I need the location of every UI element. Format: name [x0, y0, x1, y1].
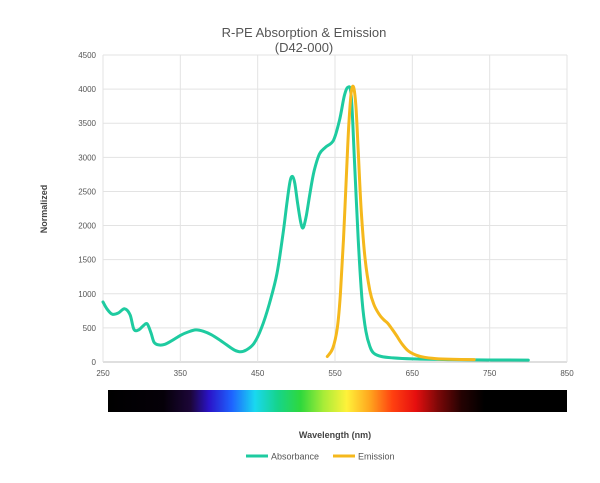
y-axis-label: Normalized [39, 185, 49, 234]
series-layer [101, 84, 530, 362]
legend: Absorbance Emission [246, 452, 395, 462]
x-axis-ticks: 250 350 450 550 650 750 850 [96, 369, 574, 378]
y-tick-label: 2000 [78, 222, 96, 231]
x-tick-label: 450 [251, 369, 265, 378]
legend-absorbance-label: Absorbance [271, 452, 319, 462]
series-line-absorbance [101, 85, 530, 362]
legend-emission-label: Emission [358, 452, 395, 462]
x-tick-label: 550 [328, 369, 342, 378]
chart-subtitle: (D42-000) [275, 40, 334, 55]
y-tick-label: 1500 [78, 256, 96, 265]
y-tick-label: 4000 [78, 85, 96, 94]
x-tick-label: 750 [483, 369, 497, 378]
y-axis-ticks: 0 500 1000 1500 2000 2500 3000 3500 4000 4500 [78, 51, 96, 367]
grid-lines [102, 54, 568, 363]
y-tick-label: 0 [92, 358, 97, 367]
y-tick-label: 3500 [78, 119, 96, 128]
chart-title: R-PE Absorption & Emission [222, 25, 387, 40]
x-tick-label: 250 [96, 369, 110, 378]
y-tick-label: 1000 [78, 290, 96, 299]
x-tick-label: 350 [174, 369, 188, 378]
y-tick-label: 3000 [78, 153, 96, 162]
y-tick-label: 500 [83, 324, 97, 333]
x-axis-label: Wavelength (nm) [299, 430, 371, 440]
x-tick-label: 650 [406, 369, 420, 378]
y-tick-label: 2500 [78, 187, 96, 196]
y-tick-label: 4500 [78, 51, 96, 60]
x-tick-label: 850 [560, 369, 574, 378]
spectrum-bar [108, 390, 567, 412]
series-line-emission [325, 84, 476, 362]
